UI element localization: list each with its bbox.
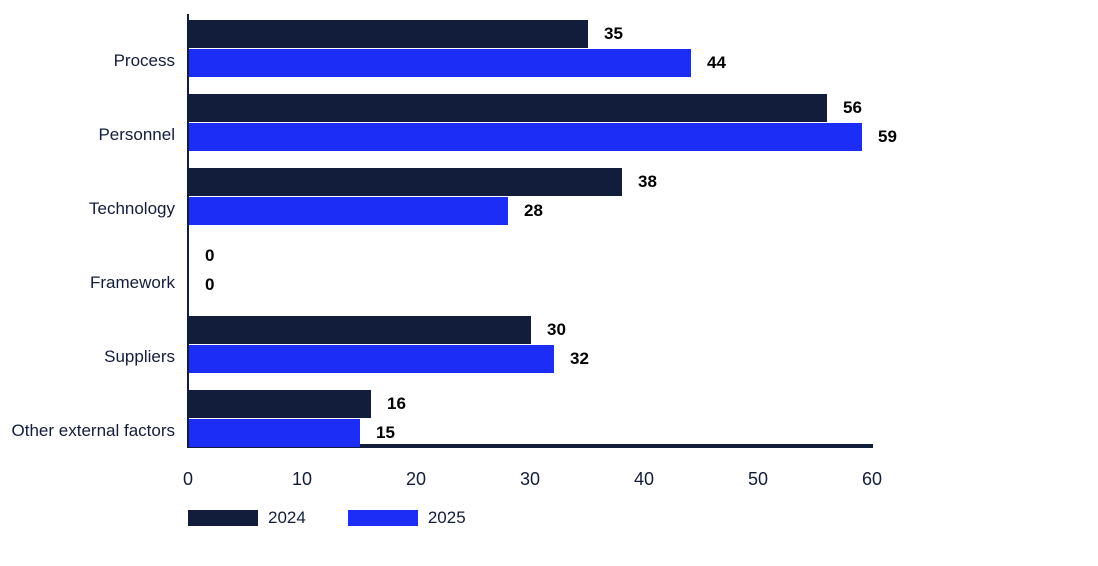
value-label: 32 — [570, 349, 589, 368]
category-label: Suppliers — [104, 347, 175, 366]
x-tick-label: 10 — [291, 469, 313, 489]
legend-label-2025: 2025 — [427, 508, 466, 527]
value-label: 30 — [547, 320, 566, 339]
category-label: Technology — [88, 199, 175, 218]
value-label: 59 — [878, 127, 897, 146]
value-label: 15 — [376, 423, 395, 442]
value-label: 16 — [387, 394, 406, 413]
x-tick-label: 30 — [519, 469, 541, 489]
bar-2025 — [189, 123, 862, 151]
legend: 2024 2025 — [188, 508, 466, 528]
x-tick-label: 50 — [747, 469, 769, 489]
x-tick-label: 40 — [633, 469, 655, 489]
value-label: 44 — [707, 53, 726, 72]
x-tick-label: 0 — [182, 469, 194, 489]
legend-item-2024: 2024 — [188, 508, 306, 528]
category-label: Framework — [89, 273, 175, 292]
x-tick-label: 20 — [405, 469, 427, 489]
category-label: Personnel — [98, 125, 175, 144]
value-label: 0 — [205, 275, 215, 294]
bar-2024 — [189, 390, 371, 418]
bar-2024 — [189, 20, 588, 48]
value-label: 56 — [843, 98, 862, 117]
legend-swatch-2024 — [188, 510, 258, 526]
value-label: 38 — [638, 172, 657, 191]
bar-2025 — [189, 197, 508, 225]
x-axis-line — [187, 444, 873, 448]
value-label: 0 — [205, 246, 215, 265]
legend-label-2024: 2024 — [268, 508, 306, 527]
legend-swatch-2025 — [347, 510, 418, 526]
bar-2025 — [189, 419, 360, 447]
bar-2024 — [189, 94, 827, 122]
x-tick-label: 60 — [861, 469, 883, 489]
value-label: 28 — [524, 201, 543, 220]
bar-2024 — [189, 316, 531, 344]
value-label: 35 — [604, 24, 623, 43]
bar-2025 — [189, 345, 554, 373]
category-label: Process — [113, 51, 175, 70]
bar-2024 — [189, 168, 622, 196]
category-label: Other external factors — [11, 421, 175, 440]
bar-2025 — [189, 49, 691, 77]
legend-item-2025: 2025 — [347, 508, 466, 528]
y-axis-line — [187, 14, 189, 446]
